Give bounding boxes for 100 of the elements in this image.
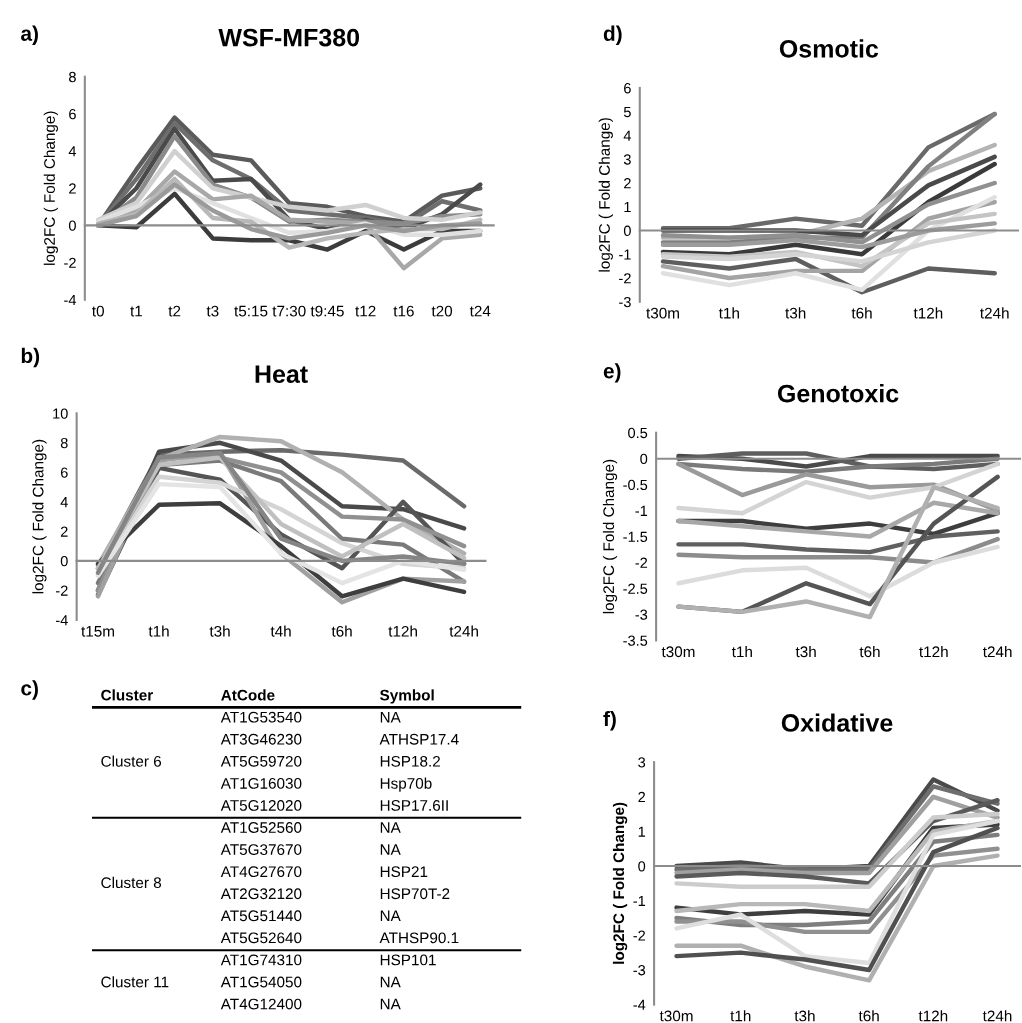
y-axis-title: log2FC ( Fold Change) — [598, 118, 613, 272]
x-tick-label: t30m — [661, 646, 695, 658]
x-tick-label: t12h — [918, 1010, 948, 1022]
text: AT4G27670 — [220, 866, 302, 878]
chart-title: Heat — [255, 365, 308, 383]
text: NA — [380, 822, 401, 833]
y-tick-label: -2 — [619, 273, 631, 284]
y-tick-label: 3 — [623, 154, 631, 165]
text: Cluster 11 — [101, 976, 169, 988]
y-tick-label: 4 — [623, 130, 632, 141]
x-tick-label: t24h — [449, 625, 478, 637]
text: NA — [380, 711, 401, 723]
y-tick-label: -2 — [64, 257, 76, 268]
x-tick-label: t6h — [851, 307, 872, 319]
y-tick-label: -1 — [619, 249, 631, 260]
text: ATHSP90.1 — [379, 932, 459, 944]
x-tick-label: t12h — [913, 307, 943, 319]
x-tick-label: t0 — [92, 305, 104, 317]
chart-title: Genotoxic — [777, 384, 899, 403]
text: NA — [380, 976, 401, 988]
text: Cluster 6 — [101, 755, 162, 767]
x-tick-label: t24h — [982, 645, 1012, 658]
y-tick-label: -1 — [633, 895, 646, 906]
y-tick-label: -2 — [635, 557, 648, 568]
x-tick-label: t3 — [206, 305, 219, 317]
text: AT5G52640 — [220, 932, 302, 944]
y-tick-label: 2 — [69, 183, 76, 194]
y-tick-label: 8 — [69, 71, 76, 83]
y-tick-label: 6 — [69, 108, 76, 120]
y-tick-label: 0 — [68, 220, 76, 231]
text: HSP70T-2 — [380, 888, 450, 900]
x-tick-label: t3h — [209, 625, 230, 637]
text: Hsp70b — [380, 777, 432, 792]
y-tick-label: -1.5 — [623, 531, 648, 542]
x-tick-label: t12h — [388, 625, 417, 637]
y-axis-title: log2FC ( Fold Change) — [602, 459, 618, 614]
y-axis-title: log2FC ( Fold Change) — [32, 439, 47, 594]
y-tick-label: -4 — [633, 999, 646, 1010]
text: AT1G54050 — [220, 976, 302, 988]
x-tick-label: t24 — [469, 305, 491, 317]
y-tick-label: -0.5 — [623, 479, 648, 491]
x-tick-label: t30m — [646, 307, 679, 319]
text: e) — [603, 363, 621, 383]
y-tick-label: 6 — [624, 83, 631, 94]
chart-title: Osmotic — [779, 39, 879, 58]
text: AT5G51440 — [220, 910, 302, 922]
text: AT5G12020 — [220, 800, 302, 811]
text: NA — [380, 998, 401, 1010]
text: AT1G53540 — [220, 711, 302, 723]
y-tick-label: 4 — [60, 497, 68, 508]
x-tick-label: t1h — [730, 1010, 751, 1022]
y-tick-label: 3 — [638, 757, 646, 768]
y-tick-label: 2 — [638, 791, 646, 803]
text: d) — [603, 25, 622, 45]
x-tick-label: t9:45 — [310, 305, 344, 317]
x-tick-label: t3h — [795, 645, 816, 658]
text: AT5G37670 — [220, 844, 302, 855]
y-tick-label: -2 — [56, 585, 68, 596]
text: b) — [21, 347, 40, 368]
x-tick-label: t7:30 — [272, 305, 306, 317]
text: AT1G52560 — [220, 822, 302, 833]
x-tick-label: t15m — [81, 626, 114, 637]
text: AT4G12400 — [220, 998, 302, 1010]
x-tick-label: t12 — [355, 305, 376, 317]
y-tick-label: -2 — [633, 930, 646, 941]
y-axis-title: log2FC ( Fold Change) — [43, 111, 58, 265]
text: ATHSP17.4 — [379, 733, 459, 745]
x-tick-label: t30m — [659, 1010, 693, 1022]
x-tick-label: t12h — [919, 645, 948, 658]
y-tick-label: -3 — [635, 609, 648, 620]
y-tick-label: 10 — [53, 408, 68, 419]
text: AT5G59720 — [220, 755, 302, 767]
x-tick-label: t24h — [980, 307, 1009, 319]
chart-title: WSF-MF380 — [218, 28, 360, 47]
x-tick-label: t1h — [148, 625, 169, 637]
y-tick-label: -1 — [635, 505, 648, 516]
x-tick-label: t6h — [331, 625, 352, 637]
text: AT1G74310 — [220, 954, 302, 966]
chart-title: Oxidative — [781, 713, 893, 732]
text: AT1G16030 — [220, 777, 302, 789]
category-label: AtCode — [221, 689, 275, 701]
y-tick-label: 1 — [624, 202, 631, 213]
x-tick-label: t1h — [718, 307, 739, 319]
y-tick-label: 0 — [60, 556, 68, 567]
y-tick-label: 0 — [640, 453, 648, 465]
y-tick-label: -4 — [64, 294, 77, 306]
text: NA — [380, 844, 401, 855]
y-tick-label: 5 — [623, 106, 631, 118]
text: NA — [380, 910, 401, 922]
y-tick-label: 0.5 — [628, 427, 648, 439]
text: AT2G32120 — [220, 888, 302, 900]
x-tick-label: t5:15 — [234, 305, 268, 317]
x-tick-label: t24h — [982, 1010, 1012, 1022]
y-tick-label: 1 — [638, 826, 646, 837]
y-tick-label: 6 — [60, 467, 68, 478]
y-tick-label: -4 — [56, 615, 68, 626]
y-tick-label: 2 — [624, 178, 631, 189]
text: AT3G46230 — [220, 733, 302, 745]
y-axis-title: log2FC ( Fold Change) — [612, 802, 628, 964]
text: f) — [603, 710, 616, 731]
